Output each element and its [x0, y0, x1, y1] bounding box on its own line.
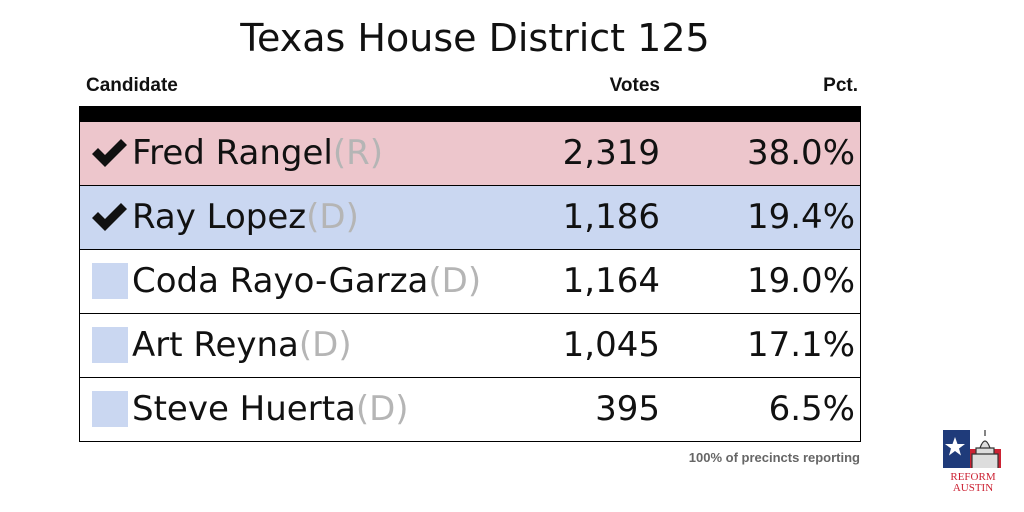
pct: 19.4%	[746, 197, 855, 237]
candidate-name: Steve Huerta	[132, 389, 356, 429]
logo-icon	[943, 430, 1001, 468]
candidate-party: (R)	[332, 133, 383, 173]
candidate-cell: Ray Lopez(D)	[132, 186, 359, 249]
candidate-box	[92, 327, 128, 363]
candidate-name: Coda Rayo-Garza	[132, 261, 429, 301]
votes: 2,319	[562, 133, 660, 173]
candidate-name: Fred Rangel	[132, 133, 333, 173]
table-row: Ray Lopez(D) 1,186 19.4%	[79, 186, 861, 250]
candidate-party: (D)	[298, 325, 352, 365]
candidate-cell: Art Reyna(D)	[132, 314, 352, 377]
votes: 1,164	[562, 261, 660, 301]
candidate-cell: Coda Rayo-Garza(D)	[132, 250, 481, 313]
winner-check	[92, 139, 127, 167]
table-row: Coda Rayo-Garza(D) 1,164 19.0%	[79, 250, 861, 314]
header-bar	[79, 106, 861, 122]
candidate-cell: Fred Rangel(R)	[132, 122, 383, 185]
candidate-name: Art Reyna	[132, 325, 299, 365]
logo-line2: AUSTIN	[952, 482, 994, 494]
table-row: Steve Huerta(D) 395 6.5%	[79, 378, 861, 442]
votes: 1,045	[562, 325, 660, 365]
pct: 17.1%	[746, 325, 855, 365]
candidate-party: (D)	[355, 389, 409, 429]
footnote: 100% of precincts reporting	[688, 450, 860, 465]
pct: 19.0%	[746, 261, 855, 301]
header-votes: Votes	[609, 75, 660, 96]
pct: 38.0%	[746, 133, 855, 173]
candidate-box	[92, 263, 128, 299]
candidate-party: (D)	[428, 261, 482, 301]
table-row: Art Reyna(D) 1,045 17.1%	[79, 314, 861, 378]
title: Texas House District 125	[240, 16, 710, 60]
votes: 395	[595, 389, 660, 429]
candidate-name: Ray Lopez	[132, 197, 307, 237]
logo-line1: REFORM	[950, 471, 996, 483]
winner-check	[92, 203, 127, 231]
pct: 6.5%	[768, 389, 855, 429]
header-pct: Pct.	[823, 75, 858, 96]
candidate-cell: Steve Huerta(D)	[132, 378, 409, 441]
candidate-box	[92, 391, 128, 427]
candidate-party: (D)	[306, 197, 359, 237]
header-candidate: Candidate	[86, 75, 178, 96]
table-row: Fred Rangel(R) 2,319 38.0%	[79, 122, 861, 186]
votes: 1,186	[562, 197, 660, 237]
